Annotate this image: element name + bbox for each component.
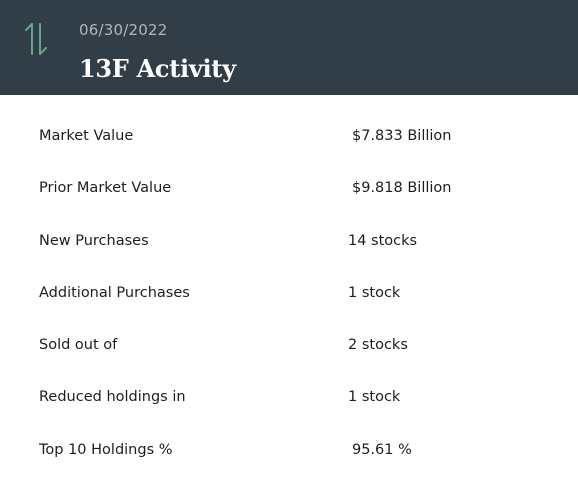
report-date: 06/30/2022 <box>79 21 168 39</box>
row-value: 14 stocks <box>348 232 418 249</box>
row-value: 1 stock <box>348 284 401 301</box>
row-label: Additional Purchases <box>39 284 190 301</box>
row-prior-market-value: Prior Market Value $9.818 Billion <box>0 147 578 199</box>
row-sold-out-of: Sold out of 2 stocks <box>0 304 578 356</box>
row-label: Top 10 Holdings % <box>39 441 173 458</box>
row-additional-purchases: Additional Purchases 1 stock <box>0 252 578 304</box>
row-label: Prior Market Value <box>39 180 172 197</box>
row-market-value: Market Value $7.833 Billion <box>0 95 578 147</box>
row-value: 2 stocks <box>348 337 408 354</box>
row-label: New Purchases <box>39 232 149 249</box>
row-reduced-holdings: Reduced holdings in 1 stock <box>0 356 578 408</box>
row-label: Market Value <box>39 128 134 144</box>
row-label: Reduced holdings in <box>39 389 186 406</box>
activity-list: Market Value $7.833 Billion Prior Market… <box>0 95 578 461</box>
row-top-10-holdings: Top 10 Holdings % 95.61 % <box>0 409 578 461</box>
row-value: 95.61 % <box>352 441 412 458</box>
row-new-purchases: New Purchases 14 stocks <box>0 200 578 252</box>
up-down-arrows-icon <box>23 20 49 58</box>
row-value: $9.818 Billion <box>352 180 452 197</box>
row-value: 1 stock <box>348 389 401 406</box>
card-title: 13F Activity <box>79 54 236 83</box>
row-value: $7.833 Billion <box>352 128 452 144</box>
card-header: 06/30/2022 13F Activity <box>0 0 578 95</box>
row-label: Sold out of <box>39 337 118 354</box>
